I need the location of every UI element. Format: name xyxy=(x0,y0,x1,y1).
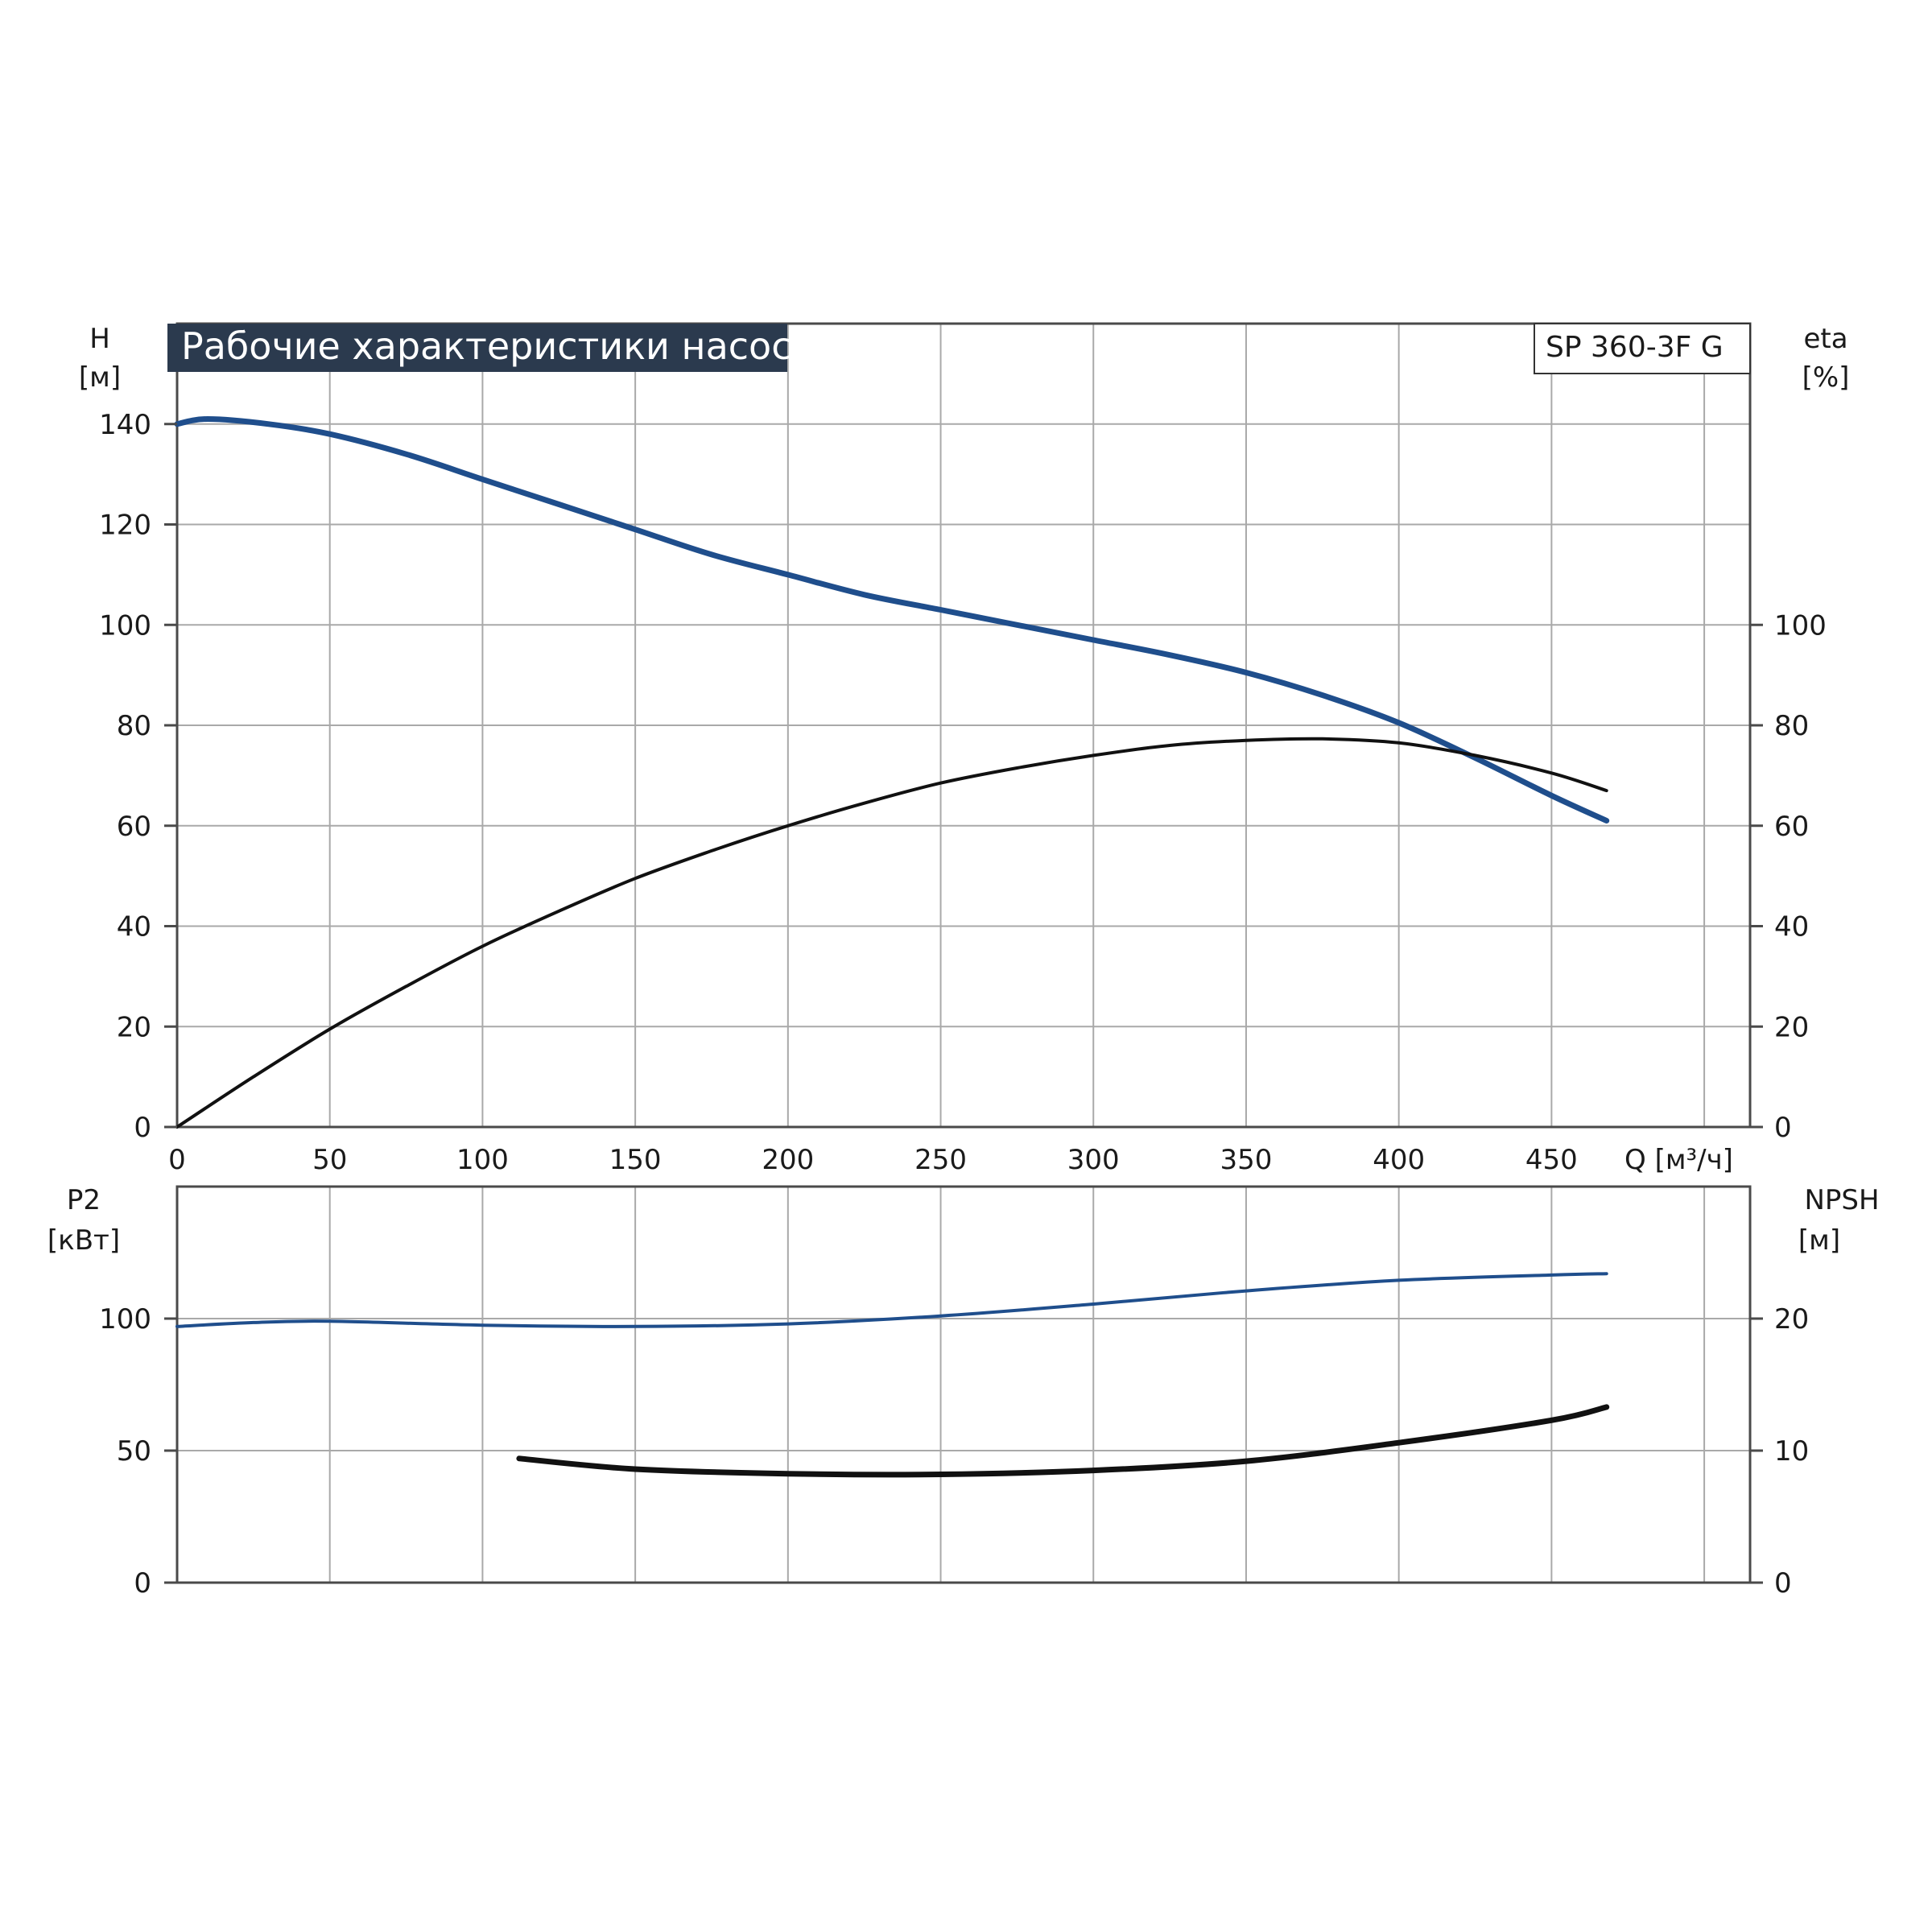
x-tick-label: 0 xyxy=(168,1144,186,1176)
tick-label: 140 xyxy=(99,409,151,441)
power-curve xyxy=(175,1272,1608,1328)
top-left-axis: 0 20 40 60 80 100 120 140 xyxy=(99,409,177,1144)
bottom-series-layer xyxy=(175,1272,1610,1478)
p2-axis-unit: [кВт] xyxy=(47,1224,120,1257)
title-box xyxy=(167,324,787,372)
x-tick-label: 300 xyxy=(1067,1144,1120,1176)
npsh-axis-unit: [м] xyxy=(1798,1224,1840,1257)
x-tick-label: 200 xyxy=(762,1144,814,1176)
efficiency-curve xyxy=(175,737,1608,1129)
tick-label: 40 xyxy=(1774,911,1809,943)
tick-label: 60 xyxy=(117,811,151,843)
tick-label: 50 xyxy=(117,1435,151,1468)
bottom-left-axis: 0 50 100 xyxy=(99,1303,177,1600)
x-tick-label: 100 xyxy=(456,1144,509,1176)
x-axis: 0 50 100 150 200 250 300 350 400 450 xyxy=(168,1144,1578,1176)
x-tick-label: 50 xyxy=(312,1144,347,1176)
top-panel: 0 20 40 60 80 100 120 140 0 20 40 60 80 100 0 50 100 15… xyxy=(79,322,1850,1176)
model-box xyxy=(1534,323,1751,374)
x-tick-label: 350 xyxy=(1220,1144,1273,1176)
h-axis-label: H xyxy=(89,323,110,355)
tick-label: 100 xyxy=(1774,609,1827,642)
tick-label: 100 xyxy=(99,1303,151,1335)
x-tick-label: 250 xyxy=(914,1144,967,1176)
tick-label: 0 xyxy=(1774,1112,1792,1144)
x-tick-label: 150 xyxy=(609,1144,662,1176)
top-grid xyxy=(177,323,1750,1128)
tick-label: 80 xyxy=(1774,710,1809,742)
eta-axis-unit: [%] xyxy=(1802,361,1850,394)
npsh-axis-label: NPSH xyxy=(1804,1184,1879,1216)
tick-label: 100 xyxy=(99,609,151,642)
eta-axis-label: eta xyxy=(1803,323,1847,355)
chart-title: Рабочие характеристики насоса xyxy=(181,324,815,368)
bottom-right-axis: 0 10 20 xyxy=(1750,1303,1809,1600)
tick-label: 80 xyxy=(117,710,151,742)
model-label: SP 360-3F G xyxy=(1546,331,1724,364)
h-axis-unit: [м] xyxy=(79,361,121,394)
x-axis-label: Q [м³/ч] xyxy=(1624,1144,1733,1176)
tick-label: 40 xyxy=(117,911,151,943)
tick-label: 0 xyxy=(134,1112,151,1144)
top-series-layer xyxy=(174,415,1610,1129)
tick-label: 20 xyxy=(1774,1303,1809,1335)
x-tick-label: 450 xyxy=(1525,1144,1578,1176)
top-right-axis: 0 20 40 60 80 100 xyxy=(1750,609,1827,1144)
tick-label: 20 xyxy=(1774,1011,1809,1043)
p2-axis-label: P2 xyxy=(67,1184,101,1216)
bottom-grid xyxy=(177,1187,1750,1583)
tick-label: 20 xyxy=(117,1011,151,1043)
tick-label: 10 xyxy=(1774,1435,1809,1468)
bottom-panel: 0 50 100 0 10 20 P2 [кВт] NPSH [м] xyxy=(47,1184,1880,1600)
x-tick-label: 400 xyxy=(1373,1144,1425,1176)
tick-label: 120 xyxy=(99,510,151,542)
bottom-panel-frame xyxy=(175,1185,1752,1584)
tick-label: 60 xyxy=(1774,811,1809,843)
head-curve xyxy=(174,415,1610,824)
tick-label: 0 xyxy=(134,1567,151,1600)
npsh-curve xyxy=(516,1404,1610,1478)
tick-label: 0 xyxy=(1774,1567,1792,1600)
